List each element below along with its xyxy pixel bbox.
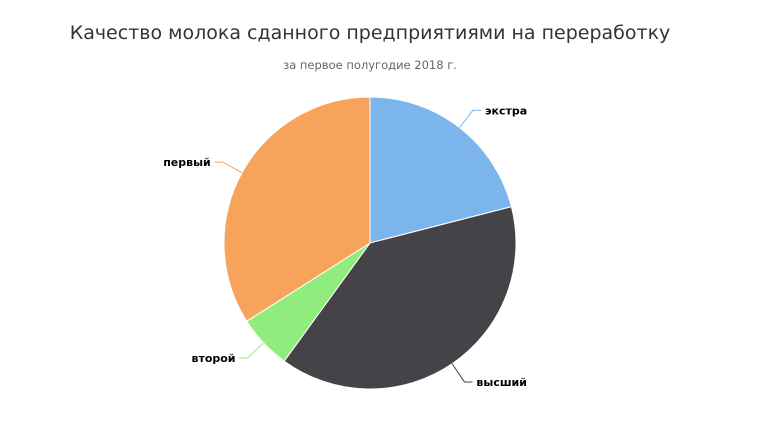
pie-slice-первый[interactable] [223, 96, 371, 322]
data-label-второй: второй [191, 352, 235, 365]
data-label-экстра: экстра [485, 104, 527, 117]
connector-высший [451, 363, 473, 383]
data-label-высший: высший [476, 376, 527, 389]
connector-первый [214, 161, 243, 174]
pie-slice-экстра[interactable] [369, 96, 513, 244]
chart-subtitle: за первое полугодие 2018 г. [283, 58, 457, 72]
pie-slice-высший[interactable] [283, 206, 517, 390]
connector-экстра [459, 109, 481, 128]
connector-второй [239, 342, 264, 359]
chart-title: Качество молока сданного предприятиями н… [69, 22, 671, 44]
data-label-первый: первый [163, 156, 211, 169]
